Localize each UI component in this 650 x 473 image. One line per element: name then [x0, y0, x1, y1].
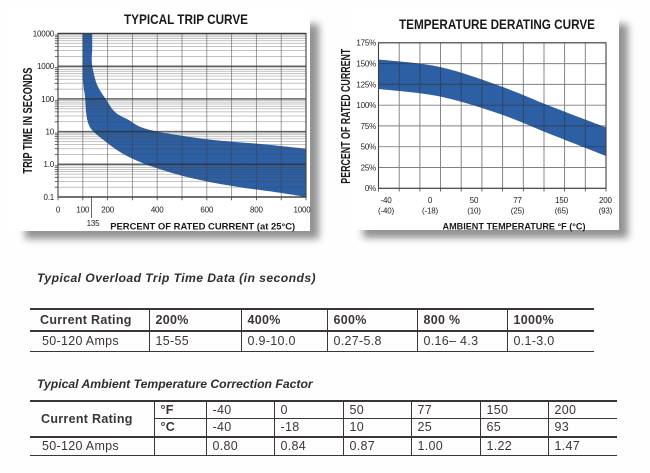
svg-text:10000: 10000 [33, 29, 55, 38]
svg-text:PERCENT OF RATED CURRENT (at 2: PERCENT OF RATED CURRENT (at 25°C) [110, 222, 295, 233]
svg-text:1.0: 1.0 [43, 160, 54, 169]
svg-text:100%: 100% [356, 101, 376, 110]
svg-text:(65): (65) [555, 207, 569, 216]
svg-text:600: 600 [200, 206, 213, 215]
svg-text:0%: 0% [365, 184, 376, 193]
svg-text:100: 100 [41, 95, 54, 104]
svg-text:1000: 1000 [294, 206, 312, 215]
svg-text:(25): (25) [511, 207, 525, 216]
svg-text:100: 100 [76, 206, 89, 215]
svg-text:(-18): (-18) [422, 207, 438, 216]
svg-text:50%: 50% [361, 143, 376, 152]
svg-text:0.1: 0.1 [43, 193, 54, 202]
svg-text:TRIP TIME IN SECONDS: TRIP TIME IN SECONDS [21, 68, 35, 174]
svg-text:800: 800 [250, 206, 263, 215]
svg-text:TYPICAL TRIP CURVE: TYPICAL TRIP CURVE [124, 11, 248, 27]
svg-text:AMBIENT TEMPERATURE °F (°C): AMBIENT TEMPERATURE °F (°C) [443, 222, 586, 233]
svg-text:0: 0 [56, 206, 61, 215]
svg-text:135: 135 [87, 219, 100, 228]
svg-text:25%: 25% [361, 163, 376, 172]
svg-text:(93): (93) [599, 207, 613, 216]
svg-text:200: 200 [599, 196, 612, 205]
svg-text:150%: 150% [356, 60, 376, 69]
svg-text:125%: 125% [356, 80, 376, 89]
svg-text:75%: 75% [361, 122, 376, 131]
svg-text:77: 77 [513, 196, 522, 205]
svg-text:200: 200 [101, 206, 114, 215]
svg-text:150: 150 [555, 196, 568, 205]
svg-text:10: 10 [46, 128, 55, 137]
svg-text:TEMPERATURE DERATING CURVE: TEMPERATURE DERATING CURVE [399, 16, 595, 32]
svg-text:-40: -40 [381, 196, 393, 205]
svg-text:(10): (10) [467, 207, 481, 216]
svg-text:0: 0 [428, 196, 433, 205]
svg-text:PERCENT OF RATED CURRENT: PERCENT OF RATED CURRENT [338, 49, 353, 184]
svg-text:1000: 1000 [37, 62, 55, 71]
svg-text:175%: 175% [356, 39, 376, 48]
svg-text:(-40): (-40) [378, 207, 394, 216]
svg-text:400: 400 [151, 206, 164, 215]
svg-text:50: 50 [470, 196, 479, 205]
